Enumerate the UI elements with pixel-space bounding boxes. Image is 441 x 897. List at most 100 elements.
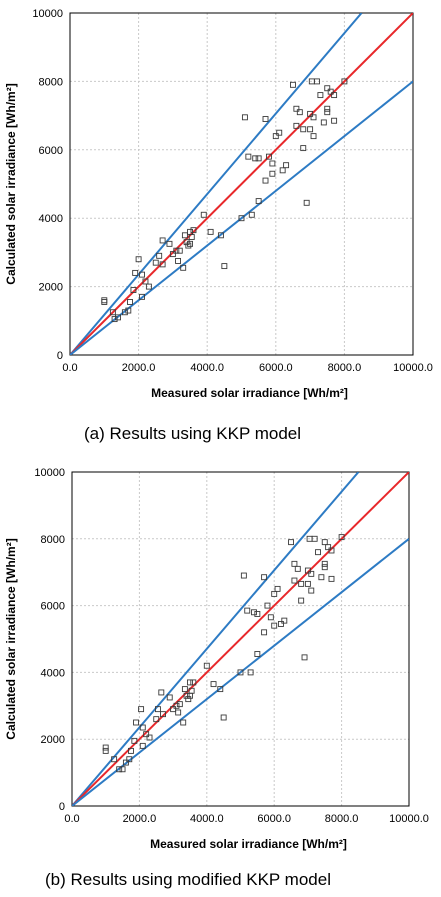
data-point	[158, 689, 165, 696]
data-point	[169, 251, 176, 258]
data-point	[143, 731, 150, 738]
data-point	[308, 570, 315, 577]
data-point	[320, 119, 327, 126]
y-tick-label: 8000	[41, 534, 65, 546]
data-point	[308, 587, 315, 594]
scatter-chart-b: 0.0 2000.0 4000.0 6000.0 8000.0 10000.0 0 2000 4…	[4, 467, 429, 851]
data-point	[271, 590, 278, 597]
data-point	[274, 585, 281, 592]
data-point	[153, 716, 160, 723]
data-point	[277, 621, 284, 627]
x-tick-label: 10000.0	[393, 362, 433, 374]
data-point	[145, 283, 152, 290]
data-point	[331, 117, 338, 124]
data-point	[127, 299, 133, 305]
data-point	[298, 580, 305, 587]
data-point	[190, 227, 197, 234]
x-axis-title: Measured solar irradiance [Wh/m²]	[150, 837, 347, 851]
data-point	[152, 259, 159, 266]
data-point	[173, 247, 180, 254]
data-point	[294, 565, 301, 572]
data-point	[306, 535, 313, 542]
data-point	[338, 534, 345, 541]
data-point	[255, 198, 262, 205]
data-point	[166, 240, 173, 247]
x-tick-label: 0.0	[62, 362, 77, 374]
y-tick-label: 6000	[39, 145, 63, 157]
data-point	[321, 539, 328, 546]
data-point	[310, 114, 317, 121]
data-point	[139, 271, 145, 278]
data-point	[183, 239, 190, 246]
data-point	[207, 228, 214, 235]
data-point	[111, 756, 118, 763]
identity-line	[72, 472, 409, 806]
data-point	[321, 560, 328, 567]
data-point	[267, 614, 274, 621]
data-point	[175, 258, 181, 264]
data-point	[142, 278, 149, 285]
chart-caption-a: (a) Results using KKP model	[84, 424, 302, 443]
data-point	[180, 264, 187, 271]
y-axis-title: Calculated solar irradiance [Wh/m²]	[4, 538, 18, 739]
data-point	[301, 654, 308, 661]
data-point	[101, 299, 108, 305]
data-point	[135, 256, 142, 263]
x-tick-label: 10000.0	[389, 813, 429, 825]
y-tick-label: 6000	[41, 601, 65, 613]
data-point	[166, 694, 173, 701]
data-point	[341, 78, 348, 85]
data-point	[121, 309, 128, 316]
data-point	[156, 252, 163, 259]
data-point	[183, 692, 190, 699]
data-point	[139, 724, 146, 731]
data-point	[262, 116, 269, 122]
data-point	[221, 263, 228, 270]
data-point	[186, 679, 193, 686]
data-point	[308, 78, 315, 85]
y-tick-label: 0	[57, 350, 63, 362]
data-point	[300, 145, 307, 152]
x-tick-label: 0.0	[64, 813, 79, 825]
data-point	[290, 81, 296, 88]
data-point	[188, 687, 195, 694]
data-point	[254, 651, 261, 657]
data-point	[310, 133, 317, 140]
data-point	[261, 574, 268, 581]
data-point	[304, 580, 311, 587]
data-point	[139, 742, 146, 749]
data-point	[244, 607, 251, 614]
data-point	[307, 110, 314, 117]
data-point	[132, 269, 139, 276]
data-point	[271, 622, 278, 629]
x-tick-label: 2000.0	[122, 362, 156, 374]
data-point	[328, 575, 335, 582]
data-point	[181, 232, 188, 239]
data-point	[115, 314, 121, 321]
data-point	[220, 714, 227, 721]
x-tick-label: 4000.0	[190, 362, 224, 374]
data-point	[279, 167, 286, 174]
data-point	[324, 85, 331, 92]
data-point	[190, 679, 197, 686]
bound-line	[70, 80, 413, 355]
data-point	[298, 597, 305, 604]
y-axis-title: Calculated solar irradiance [Wh/m²]	[4, 83, 18, 284]
data-point	[307, 126, 314, 133]
data-point	[133, 719, 139, 726]
data-point	[261, 629, 268, 636]
data-point	[185, 242, 192, 249]
plot-area	[69, 12, 414, 356]
data-point	[237, 669, 244, 676]
data-point	[315, 549, 321, 556]
data-point	[217, 232, 224, 239]
data-point	[324, 105, 331, 112]
data-point	[130, 287, 137, 293]
data-point	[138, 706, 145, 713]
chart-caption-b: (b) Results using modified KKP model	[45, 870, 331, 889]
data-point	[248, 211, 255, 218]
scatter-chart-a: 0.0 2000.0 4000.0 6000.0 8000.0 10000.0 0 2000 4…	[4, 8, 433, 400]
data-point	[175, 709, 182, 716]
y-tick-label: 8000	[39, 76, 63, 88]
data-point	[240, 572, 247, 579]
